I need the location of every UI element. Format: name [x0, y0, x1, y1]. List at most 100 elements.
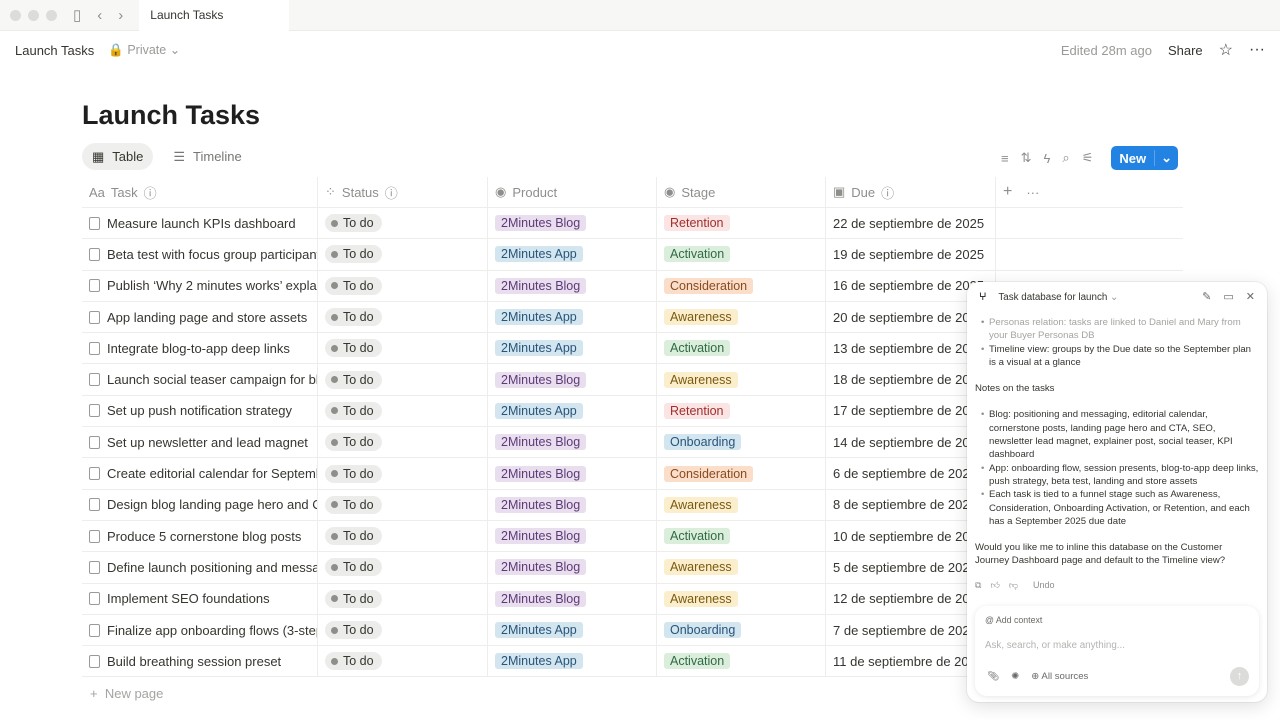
thumbs-down-icon[interactable]: 👎︎ [1008, 579, 1018, 590]
status-cell[interactable]: To do [318, 364, 488, 395]
tab-table[interactable]: ▦ Table [82, 143, 154, 170]
add-column-icon[interactable]: + [1003, 183, 1013, 200]
stage-cell[interactable]: Retention [657, 208, 826, 239]
status-cell[interactable]: To do [318, 427, 488, 458]
stage-cell[interactable]: Consideration [657, 458, 826, 489]
table-row[interactable]: Build breathing session preset To do 2Mi… [82, 646, 1183, 678]
status-cell[interactable]: To do [318, 614, 488, 646]
model-icon[interactable]: ✺ [1011, 670, 1020, 682]
sort-icon[interactable]: ⇅ [1020, 150, 1032, 165]
status-cell[interactable]: To do [318, 239, 488, 270]
new-page-button[interactable]: + New page [90, 686, 164, 701]
send-button[interactable]: ↑ [1230, 667, 1249, 686]
stage-cell[interactable]: Activation [657, 333, 826, 364]
task-cell[interactable]: Integrate blog-to-app deep links [82, 333, 318, 364]
task-cell[interactable]: Produce 5 cornerstone blog posts [82, 520, 318, 552]
share-button[interactable]: Share [1167, 42, 1203, 58]
task-cell[interactable]: App landing page and store assets [82, 301, 318, 333]
table-row[interactable]: Design blog landing page hero and CT To … [82, 489, 1183, 521]
status-cell[interactable]: To do [318, 489, 488, 520]
task-cell[interactable]: Build breathing session preset [82, 646, 318, 677]
table-row[interactable]: Integrate blog-to-app deep links To do 2… [82, 333, 1183, 365]
product-cell[interactable]: 2Minutes App [488, 239, 657, 270]
sidebar-toggle-icon[interactable]: ▯ [73, 7, 82, 24]
product-cell[interactable]: 2Minutes Blog [488, 552, 657, 583]
window-controls[interactable] [10, 9, 57, 21]
back-icon[interactable]: ‹ [97, 6, 103, 24]
close-icon[interactable]: ✕ [1245, 291, 1255, 304]
table-row[interactable]: Finalize app onboarding flows (3-step To… [82, 614, 1183, 647]
product-cell[interactable]: 2Minutes Blog [488, 583, 657, 614]
status-cell[interactable]: To do [318, 646, 488, 677]
product-cell[interactable]: 2Minutes Blog [488, 458, 657, 489]
undo-button[interactable]: Undo [1032, 579, 1055, 590]
stage-cell[interactable]: Awareness [657, 364, 826, 395]
more-icon[interactable]: ··· [1026, 184, 1040, 200]
stage-cell[interactable]: Onboarding [657, 427, 826, 458]
column-header-status[interactable]: ⁘ Status ⓘ [318, 177, 488, 207]
status-cell[interactable]: To do [318, 583, 488, 614]
due-cell[interactable]: 22 de septiembre de 2025 [826, 208, 996, 239]
product-cell[interactable]: 2Minutes Blog [488, 364, 657, 395]
table-row[interactable]: Define launch positioning and messag To … [82, 552, 1183, 584]
task-cell[interactable]: Set up newsletter and lead magnet [82, 427, 318, 458]
table-row[interactable]: Launch social teaser campaign for blo To… [82, 364, 1183, 396]
table-row[interactable]: Implement SEO foundations To do 2Minutes… [82, 583, 1183, 615]
status-cell[interactable]: To do [318, 552, 488, 583]
attach-icon[interactable]: 📎︎ [987, 670, 1000, 682]
sources-button[interactable]: ⊕ All sources [1031, 670, 1089, 682]
table-row[interactable]: Create editorial calendar for Septemb To… [82, 458, 1183, 490]
table-row[interactable]: Measure launch KPIs dashboard To do 2Min… [82, 208, 1183, 240]
task-cell[interactable]: Beta test with focus group participant [82, 239, 318, 270]
status-cell[interactable]: To do [318, 458, 488, 489]
settings-icon[interactable]: ⚟ [1081, 150, 1094, 165]
thumbs-up-icon[interactable]: 👍︎ [990, 579, 1000, 590]
task-cell[interactable]: Measure launch KPIs dashboard [82, 208, 318, 239]
task-cell[interactable]: Launch social teaser campaign for blo [82, 364, 318, 395]
automation-icon[interactable]: ϟ [1043, 150, 1051, 166]
task-cell[interactable]: Set up push notification strategy [82, 395, 318, 427]
stage-cell[interactable]: Onboarding [657, 614, 826, 646]
product-cell[interactable]: 2Minutes Blog [488, 520, 657, 552]
product-cell[interactable]: 2Minutes Blog [488, 270, 657, 301]
table-row[interactable]: Produce 5 cornerstone blog posts To do 2… [82, 520, 1183, 553]
breadcrumb[interactable]: Launch Tasks [15, 42, 95, 58]
stage-cell[interactable]: Activation [657, 520, 826, 552]
column-header-task[interactable]: Aa Task ⓘ [82, 177, 318, 207]
product-cell[interactable]: 2Minutes App [488, 395, 657, 427]
product-cell[interactable]: 2Minutes Blog [488, 489, 657, 520]
product-cell[interactable]: 2Minutes App [488, 646, 657, 677]
table-row[interactable]: App landing page and store assets To do … [82, 301, 1183, 334]
column-header-due[interactable]: ▣ Due ⓘ [826, 177, 996, 207]
task-cell[interactable]: Publish ‘Why 2 minutes works’ explair [82, 270, 318, 301]
stage-cell[interactable]: Retention [657, 395, 826, 427]
due-cell[interactable]: 19 de septiembre de 2025 [826, 239, 996, 270]
table-row[interactable]: Set up push notification strategy To do … [82, 395, 1183, 428]
add-context-button[interactable]: @ Add context [985, 615, 1043, 625]
search-icon[interactable]: ⌕ [1062, 150, 1070, 165]
filter-icon[interactable]: ≡ [1001, 150, 1009, 166]
status-cell[interactable]: To do [318, 520, 488, 552]
star-icon[interactable]: ☆ [1218, 42, 1234, 59]
more-icon[interactable]: ··· [1249, 41, 1265, 58]
tab-timeline[interactable]: ☰ Timeline [163, 143, 251, 170]
privacy-menu[interactable]: 🔒 Private ⌄ [108, 43, 181, 57]
status-cell[interactable]: To do [318, 208, 488, 239]
new-chat-icon[interactable]: ✎ [1202, 291, 1212, 304]
table-row[interactable]: Publish ‘Why 2 minutes works’ explair To… [82, 270, 1183, 302]
stage-cell[interactable]: Activation [657, 646, 826, 677]
task-cell[interactable]: Finalize app onboarding flows (3-step [82, 614, 318, 646]
stage-cell[interactable]: Awareness [657, 583, 826, 614]
task-cell[interactable]: Design blog landing page hero and CT [82, 489, 318, 520]
copy-icon[interactable]: ⧉ [975, 579, 982, 590]
task-cell[interactable]: Create editorial calendar for Septemb [82, 458, 318, 489]
status-cell[interactable]: To do [318, 301, 488, 333]
chat-input[interactable]: Ask, search, or make anything... [985, 640, 1125, 652]
stage-cell[interactable]: Consideration [657, 270, 826, 301]
stage-cell[interactable]: Awareness [657, 552, 826, 583]
chat-title[interactable]: Task database for launch ⌄ [998, 292, 1119, 304]
table-row[interactable]: Set up newsletter and lead magnet To do … [82, 427, 1183, 459]
product-cell[interactable]: 2Minutes Blog [488, 427, 657, 458]
column-header-stage[interactable]: ◉ Stage [657, 177, 826, 207]
product-cell[interactable]: 2Minutes App [488, 333, 657, 364]
